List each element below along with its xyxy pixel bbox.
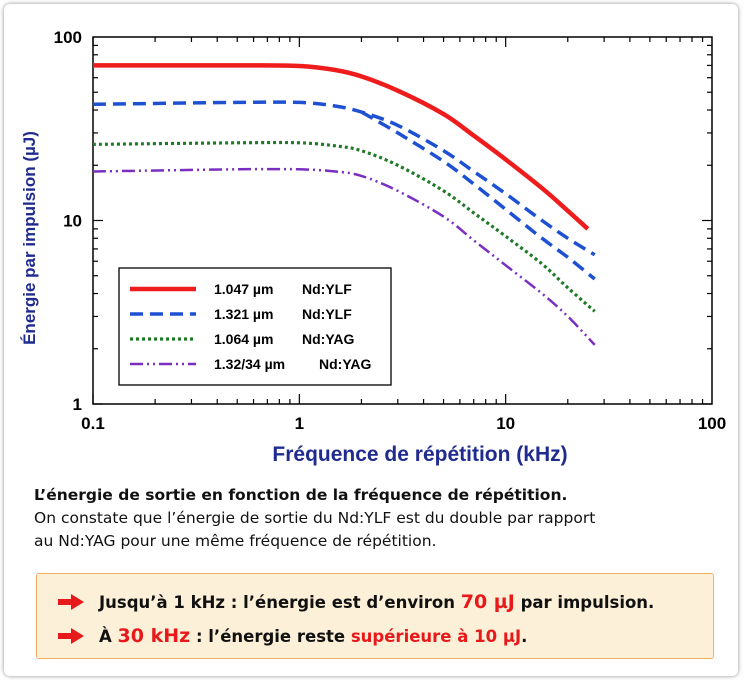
callout-box: Jusqu’à 1 kHz : l’énergie est d’environ … [36,573,714,659]
callout-energy-value: 70 µJ [460,591,515,613]
legend-material: Nd:YLF [302,281,352,297]
legend-wavelength: 1.32/34 µm [214,356,285,372]
x-tick-label: 1 [295,414,304,433]
x-tick-label: 0.1 [81,414,105,433]
callout-row-1: Jusqu’à 1 kHz : l’énergie est d’environ … [57,587,654,617]
legend-wavelength: 1.321 µm [214,306,273,322]
callout-row-1-suffix: par impulsion. [520,592,655,612]
callout-row-2: À 30 kHz : l’énergie reste supérieure à … [57,621,527,651]
legend-wavelength: 1.047 µm [214,281,273,297]
y-tick-label: 100 [54,28,82,47]
x-axis-title: Fréquence de répétition (kHz) [272,443,567,466]
series-line-4 [92,140,596,313]
legend: 1.047 µm Nd:YLF 1.321 µm Nd:YLF 1.064 µm Nd:Y… [118,267,392,386]
callout-threshold-value: supérieure à 10 µJ [350,626,522,646]
right-arrow-icon [58,594,84,610]
series-line-3 [360,110,596,281]
series-layer [92,63,596,346]
caption: L’énergie de sortie en fonction de la fr… [34,484,724,553]
caption-title: L’énergie de sortie en fonction de la fr… [34,486,568,504]
callout-row-1-prefix: Jusqu’à 1 kHz : l’énergie est d’environ [99,592,455,612]
caption-line-2: On constate que l’énergie de sortie du N… [34,509,596,527]
legend-material: Nd:YAG [302,331,354,347]
callout-row-2-prefix: À [99,626,112,646]
legend-wavelength: 1.064 µm [214,331,273,347]
y-axis-title: Énergie par impulsion (µJ) [20,131,39,345]
legend-material: Nd:YLF [302,306,352,322]
callout-frequency-value: 30 kHz [117,625,191,647]
callout-row-2-suffix: . [521,626,528,646]
right-arrow-icon [58,628,84,644]
series-line-5 [92,167,596,346]
legend-material: Nd:YAG [319,356,371,372]
x-tick-label: 100 [698,414,726,433]
caption-line-3: au Nd:YAG pour une même fréquence de rép… [34,532,437,550]
callout-row-2-mid: : l’énergie reste [195,626,346,646]
series-line-2 [92,100,596,257]
x-tick-label: 10 [496,414,515,433]
y-tick-label: 10 [63,212,82,231]
y-tick-label: 1 [73,395,82,414]
series-line-1 [92,63,590,231]
